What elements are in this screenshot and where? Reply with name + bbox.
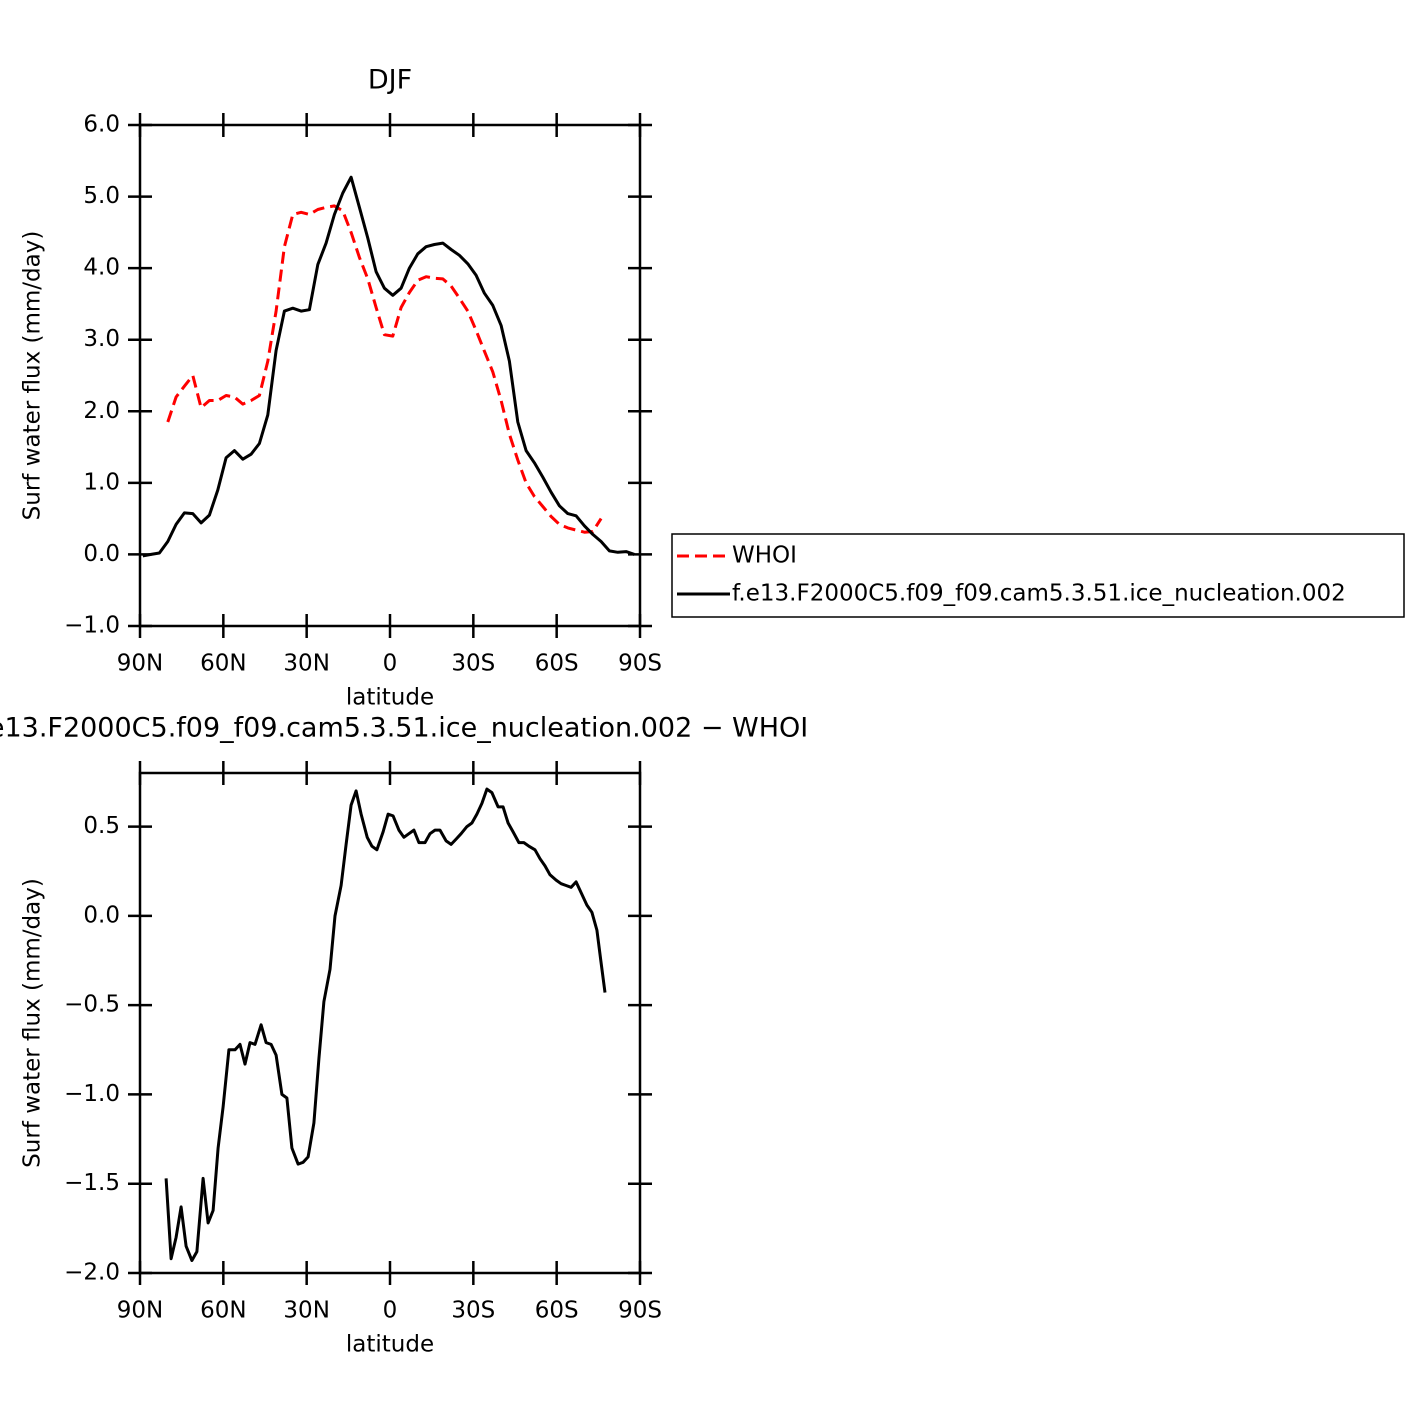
y-axis-label: Surf water flux (mm/day) [20, 878, 46, 1168]
x-tick-label: 30N [283, 651, 329, 677]
x-tick-label: 60S [535, 1298, 579, 1324]
x-tick-label: 0 [383, 1298, 398, 1324]
x-tick-label: 30N [283, 1298, 329, 1324]
x-tick-label: 60N [200, 1298, 246, 1324]
data-line [142, 175, 635, 558]
legend-box [671, 533, 1405, 618]
y-tick-label: −1.0 [64, 613, 120, 639]
y-tick-label: 4.0 [83, 255, 120, 281]
x-tick-label: 30S [451, 1298, 495, 1324]
x-tick-label: 90S [618, 651, 662, 677]
legend-label: WHOI [732, 543, 797, 569]
y-axis-label: Surf water flux (mm/day) [20, 231, 46, 521]
chart-title: f.e13.F2000C5.f09_f09.cam5.3.51.ice_nucl… [0, 713, 808, 744]
y-tick-label: 1.0 [83, 469, 120, 495]
y-tick-label: 6.0 [83, 112, 120, 138]
x-tick-label: 30S [451, 651, 495, 677]
y-tick-label: −2.0 [64, 1260, 120, 1286]
x-tick-label: 0 [383, 651, 398, 677]
y-tick-label: 0.5 [83, 813, 120, 839]
x-tick-label: 90N [117, 651, 163, 677]
data-line [166, 204, 603, 534]
x-axis-label: latitude [346, 685, 434, 711]
y-tick-label: 0.0 [83, 902, 120, 928]
x-tick-label: 60N [200, 651, 246, 677]
legend-label: f.e13.F2000C5.f09_f09.cam5.3.51.ice_nucl… [732, 581, 1346, 607]
y-tick-label: −1.5 [64, 1170, 120, 1196]
x-tick-label: 90S [618, 1298, 662, 1324]
x-tick-label: 60S [535, 651, 579, 677]
plot-frame [138, 123, 642, 628]
y-tick-label: 2.0 [83, 398, 120, 424]
y-tick-label: 5.0 [83, 183, 120, 209]
y-tick-label: −0.5 [64, 992, 120, 1018]
x-tick-label: 90N [117, 1298, 163, 1324]
y-tick-label: 3.0 [83, 326, 120, 352]
y-tick-label: 0.0 [83, 541, 120, 567]
x-axis-label: latitude [346, 1332, 434, 1358]
plot-frame [138, 771, 642, 1275]
data-line [164, 787, 607, 1262]
chart-title: DJF [368, 65, 412, 96]
y-tick-label: −1.0 [64, 1081, 120, 1107]
